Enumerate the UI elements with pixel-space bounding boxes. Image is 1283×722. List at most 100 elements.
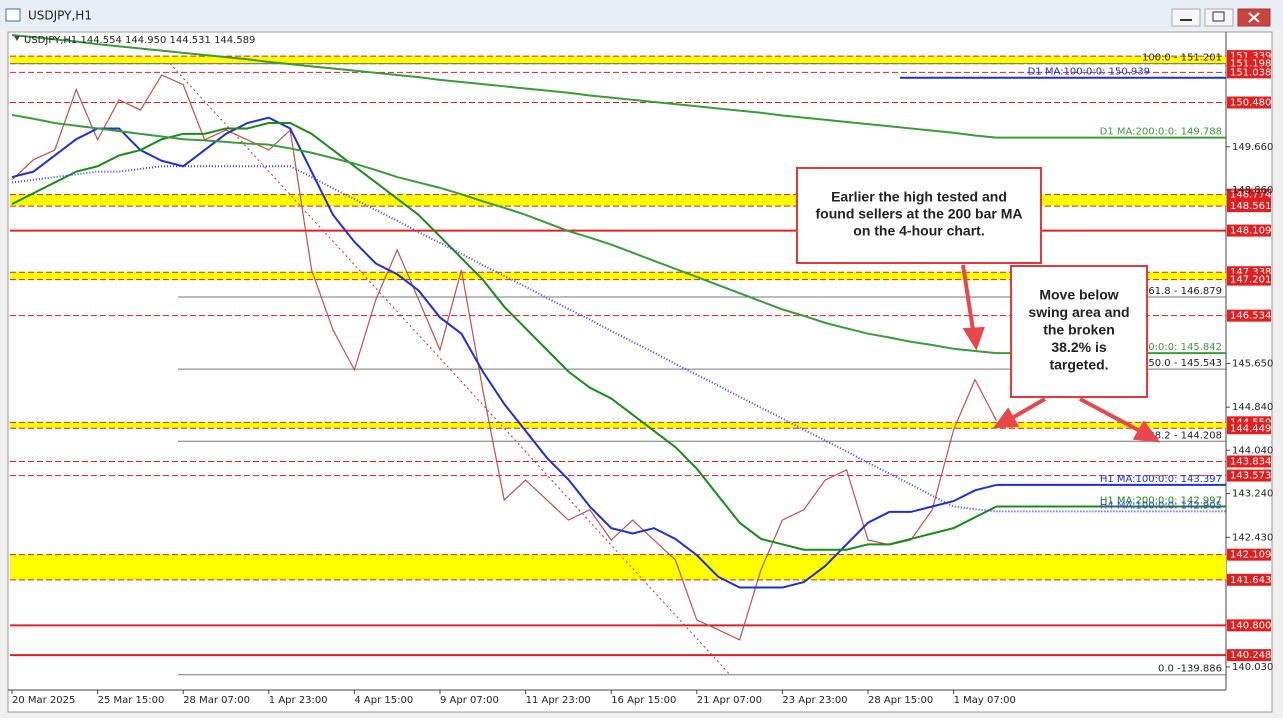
level-label: 151.038 <box>1230 67 1271 78</box>
arrow-head <box>962 326 985 351</box>
ma-line <box>11 122 997 551</box>
x-tick-label: 25 Mar 15:00 <box>98 695 165 706</box>
fib-label: 38.2 - 144.208 <box>1148 430 1222 441</box>
zone-label: 147.201 <box>1230 275 1271 286</box>
y-tick-label: 142.430 <box>1232 532 1273 543</box>
fib-label: 100.0 - 151.201 <box>1142 53 1222 64</box>
annotation-text: Move below <box>1039 287 1118 303</box>
y-tick-label: 144.840 <box>1232 402 1273 413</box>
level-label: 140.248 <box>1230 650 1271 661</box>
zone-label: 147.338 <box>1230 267 1271 278</box>
ma-label: D1 MA:100:0:0: 150.939 <box>1028 67 1150 78</box>
level-label: 150.480 <box>1230 98 1271 109</box>
zone-box <box>1227 548 1271 561</box>
fib-label: 61.8 - 146.879 <box>1148 286 1222 297</box>
ma-label: H1 MA:100:0:0: 143.397 <box>1100 474 1222 485</box>
ma-label: 200:0:0: 145.842 <box>1136 342 1222 353</box>
zone-label: 148.774 <box>1230 190 1271 201</box>
x-tick-label: 11 Apr 23:00 <box>526 695 591 706</box>
level-box <box>1227 309 1271 322</box>
zone-box <box>1227 573 1271 586</box>
annotation-text: targeted. <box>1049 357 1108 373</box>
x-tick-label: 20 Mar 2025 <box>12 695 75 706</box>
level-box <box>1227 455 1271 468</box>
level-label: 143.573 <box>1230 471 1271 482</box>
zone-label: 148.561 <box>1230 201 1271 212</box>
x-tick-label: 4 Apr 15:00 <box>354 695 413 706</box>
y-tick-label: 145.650 <box>1232 358 1273 369</box>
ma-label: H1 MA:200:0:0: 142.997 <box>1100 496 1222 507</box>
zone-box <box>1227 188 1271 201</box>
fib-label: 50.0 - 145.543 <box>1148 358 1222 369</box>
x-tick-label: 1 Apr 23:00 <box>269 695 328 706</box>
zone-label: 142.109 <box>1230 550 1271 561</box>
y-tick-label: 143.240 <box>1232 489 1273 500</box>
arrow-head <box>992 407 1020 429</box>
zone-box <box>1227 273 1271 286</box>
level-box <box>1227 66 1271 79</box>
level-box <box>1227 224 1271 237</box>
x-tick-label: 1 May 07:00 <box>954 695 1016 706</box>
level-label: 148.109 <box>1230 226 1271 237</box>
fib-label: 0.0 -139.886 <box>1158 664 1222 675</box>
level-label: 146.534 <box>1230 311 1271 322</box>
fib-trend <box>169 63 731 676</box>
x-tick-label: 28 Mar 07:00 <box>183 695 250 706</box>
x-tick-label: 21 Apr 07:00 <box>697 695 762 706</box>
arrow-head <box>1132 420 1161 443</box>
callout-box <box>1010 265 1148 398</box>
y-tick-label: 144.040 <box>1232 445 1273 456</box>
x-tick-label: 23 Apr 23:00 <box>782 695 847 706</box>
header-arrow <box>14 36 20 41</box>
callout-box <box>796 167 1042 264</box>
ma-line <box>11 165 997 513</box>
chart-header: USDJPY,H1 144.554 144.950 144.531 144.58… <box>24 35 255 46</box>
arrows <box>961 264 1161 443</box>
ma-line <box>11 116 997 589</box>
maximize-icon <box>1212 11 1225 22</box>
y-tick-label: 140.030 <box>1232 662 1273 673</box>
ma-label: D1 MA:200:0:0: 149.788 <box>1100 127 1222 138</box>
zone <box>10 554 1226 580</box>
zone <box>10 194 1226 207</box>
window-buttons <box>1171 8 1271 27</box>
zone <box>10 422 1226 429</box>
level-label: 140.800 <box>1230 620 1271 631</box>
price-line <box>11 74 997 641</box>
x-tick-label: 16 Apr 15:00 <box>611 695 676 706</box>
level-label: 143.834 <box>1230 456 1271 467</box>
arrow <box>961 264 975 331</box>
zone-label: 141.643 <box>1230 575 1271 586</box>
zone-box <box>1227 200 1271 213</box>
annotation-text: 38.2% is <box>1051 339 1106 355</box>
x-tick-label: 28 Apr 15:00 <box>868 695 933 706</box>
annotation-text: swing area and <box>1028 304 1129 320</box>
y-tick-label: 149.660 <box>1232 142 1273 153</box>
close-icon <box>1248 12 1260 23</box>
arrow <box>1079 397 1141 433</box>
maximize-button[interactable] <box>1204 8 1234 27</box>
level-box <box>1227 96 1271 109</box>
level-box <box>1227 469 1271 482</box>
ma-label: H4 MA:100:0:0: 142.905 <box>1100 500 1222 511</box>
annotation-text: the broken <box>1043 322 1115 338</box>
zone-label: 151.198 <box>1230 59 1271 70</box>
level-box <box>1227 619 1271 632</box>
annotation-text: found sellers at the 200 bar MA <box>816 206 1023 222</box>
annotation-text: on the 4-hour chart. <box>853 223 984 239</box>
level-box <box>1227 649 1271 662</box>
zone <box>10 56 1226 64</box>
annotation-text: Earlier the high tested and <box>831 189 1007 205</box>
minimize-button[interactable] <box>1171 8 1201 27</box>
zone-label: 144.449 <box>1230 423 1271 434</box>
title-bar <box>0 0 1283 30</box>
y-tick-label: 148.860 <box>1232 185 1273 196</box>
ma-line <box>11 34 997 139</box>
zone-box <box>1227 422 1271 435</box>
arrow <box>1011 397 1046 420</box>
ma-line <box>11 113 997 355</box>
x-tick-label: 9 Apr 07:00 <box>440 695 499 706</box>
